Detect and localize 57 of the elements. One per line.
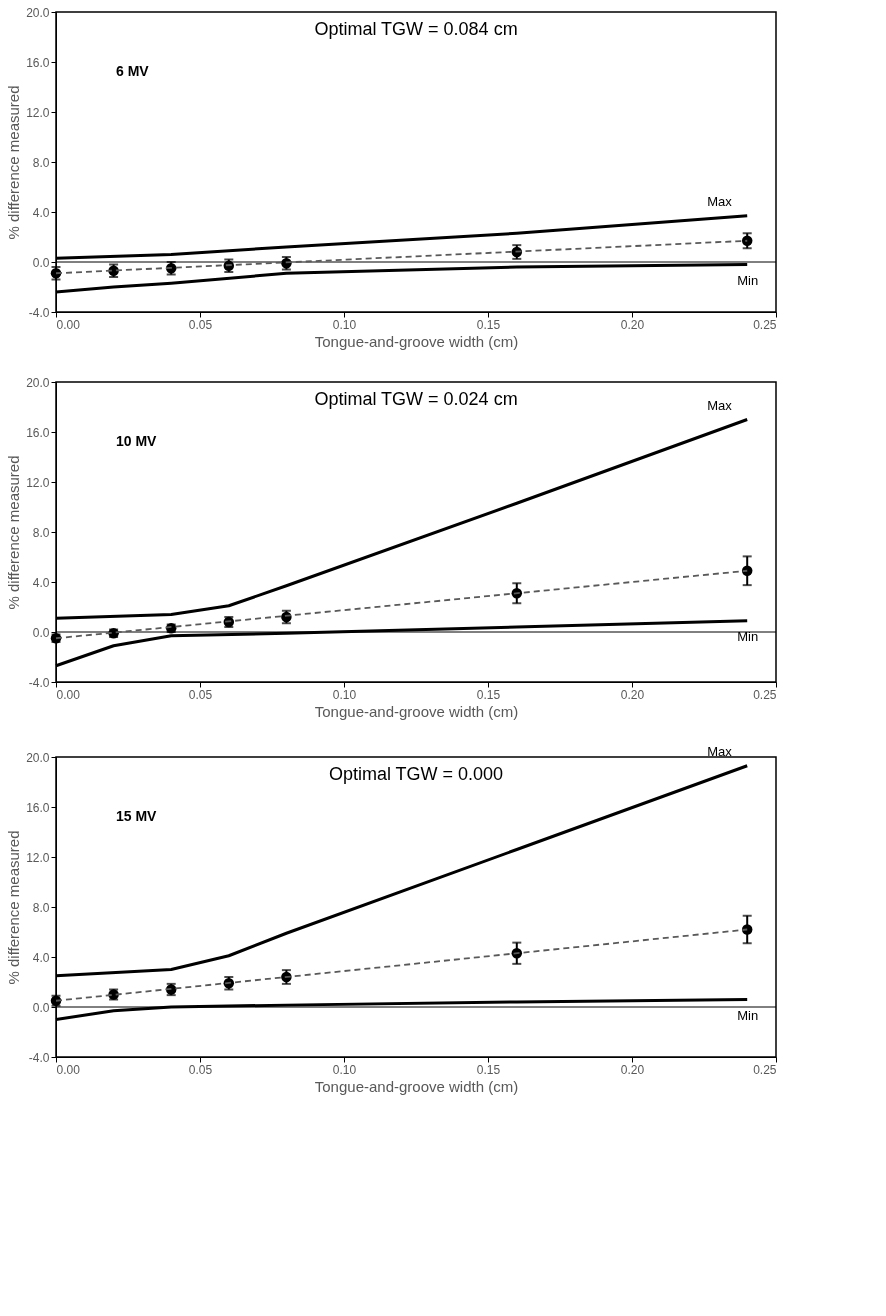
y-tick-label: 16.0 (26, 425, 50, 440)
y-tick-label: 0.0 (32, 1000, 50, 1015)
x-tick-label: 0.25 (753, 687, 777, 702)
y-tick-label: 8.0 (32, 525, 50, 540)
x-tick-label: 0.25 (753, 1062, 777, 1077)
y-tick-label: -4.0 (28, 305, 50, 320)
x-tick-label: 0.00 (56, 317, 81, 332)
x-axis-title: Tongue-and-groove width (cm) (314, 702, 519, 720)
y-tick-label: 20.0 (26, 5, 50, 20)
y-tick-label: 20.0 (26, 375, 50, 390)
series-label: Max (707, 743, 733, 759)
y-tick-label: 8.0 (32, 900, 50, 915)
chart-title: Optimal TGW = 0.084 cm (314, 19, 518, 39)
y-tick-label: 12.0 (26, 850, 50, 865)
y-tick-label: 16.0 (26, 55, 50, 70)
y-tick-label: 20.0 (26, 750, 50, 765)
x-tick-label: 0.15 (476, 687, 501, 702)
y-axis-title: % difference measured (5, 85, 23, 240)
x-tick-label: 0.15 (476, 1062, 501, 1077)
series-label: Min (737, 1007, 759, 1023)
x-tick-label: 0.05 (188, 317, 213, 332)
y-tick-label: 4.0 (32, 205, 50, 220)
series-label: Max (707, 193, 733, 209)
x-tick-label: 0.10 (332, 317, 357, 332)
y-tick-label: 4.0 (32, 575, 50, 590)
x-tick-label: 0.15 (476, 317, 501, 332)
x-tick-label: 0.05 (188, 1062, 213, 1077)
x-tick-label: 0.20 (620, 687, 645, 702)
x-tick-label: 0.20 (620, 317, 645, 332)
annotation: 6 MV (116, 63, 150, 79)
y-tick-label: 16.0 (26, 800, 50, 815)
chart-title: Optimal TGW = 0.024 cm (314, 389, 518, 409)
x-axis-title: Tongue-and-groove width (cm) (314, 1077, 519, 1095)
y-tick-label: 12.0 (26, 475, 50, 490)
y-axis-title: % difference measured (5, 455, 23, 610)
y-tick-label: 0.0 (32, 255, 50, 270)
y-tick-label: -4.0 (28, 675, 50, 690)
x-axis-title: Tongue-and-groove width (cm) (314, 332, 519, 350)
x-tick-label: 0.00 (56, 687, 81, 702)
y-tick-label: 0.0 (32, 625, 50, 640)
annotation: 10 MV (116, 433, 158, 449)
x-tick-label: 0.10 (332, 1062, 357, 1077)
x-tick-label: 0.25 (753, 317, 777, 332)
chart-title: Optimal TGW = 0.000 (328, 764, 504, 784)
x-tick-label: 0.00 (56, 1062, 81, 1077)
y-tick-label: 8.0 (32, 155, 50, 170)
series-label: Min (737, 628, 759, 644)
y-tick-label: -4.0 (28, 1050, 50, 1065)
series-label: Min (737, 272, 759, 288)
annotation: 15 MV (116, 808, 158, 824)
y-tick-label: 4.0 (32, 950, 50, 965)
y-tick-label: 12.0 (26, 105, 50, 120)
y-axis-title: % difference measured (5, 830, 23, 985)
x-tick-label: 0.05 (188, 687, 213, 702)
series-label: Max (707, 397, 733, 413)
x-tick-label: 0.10 (332, 687, 357, 702)
x-tick-label: 0.20 (620, 1062, 645, 1077)
